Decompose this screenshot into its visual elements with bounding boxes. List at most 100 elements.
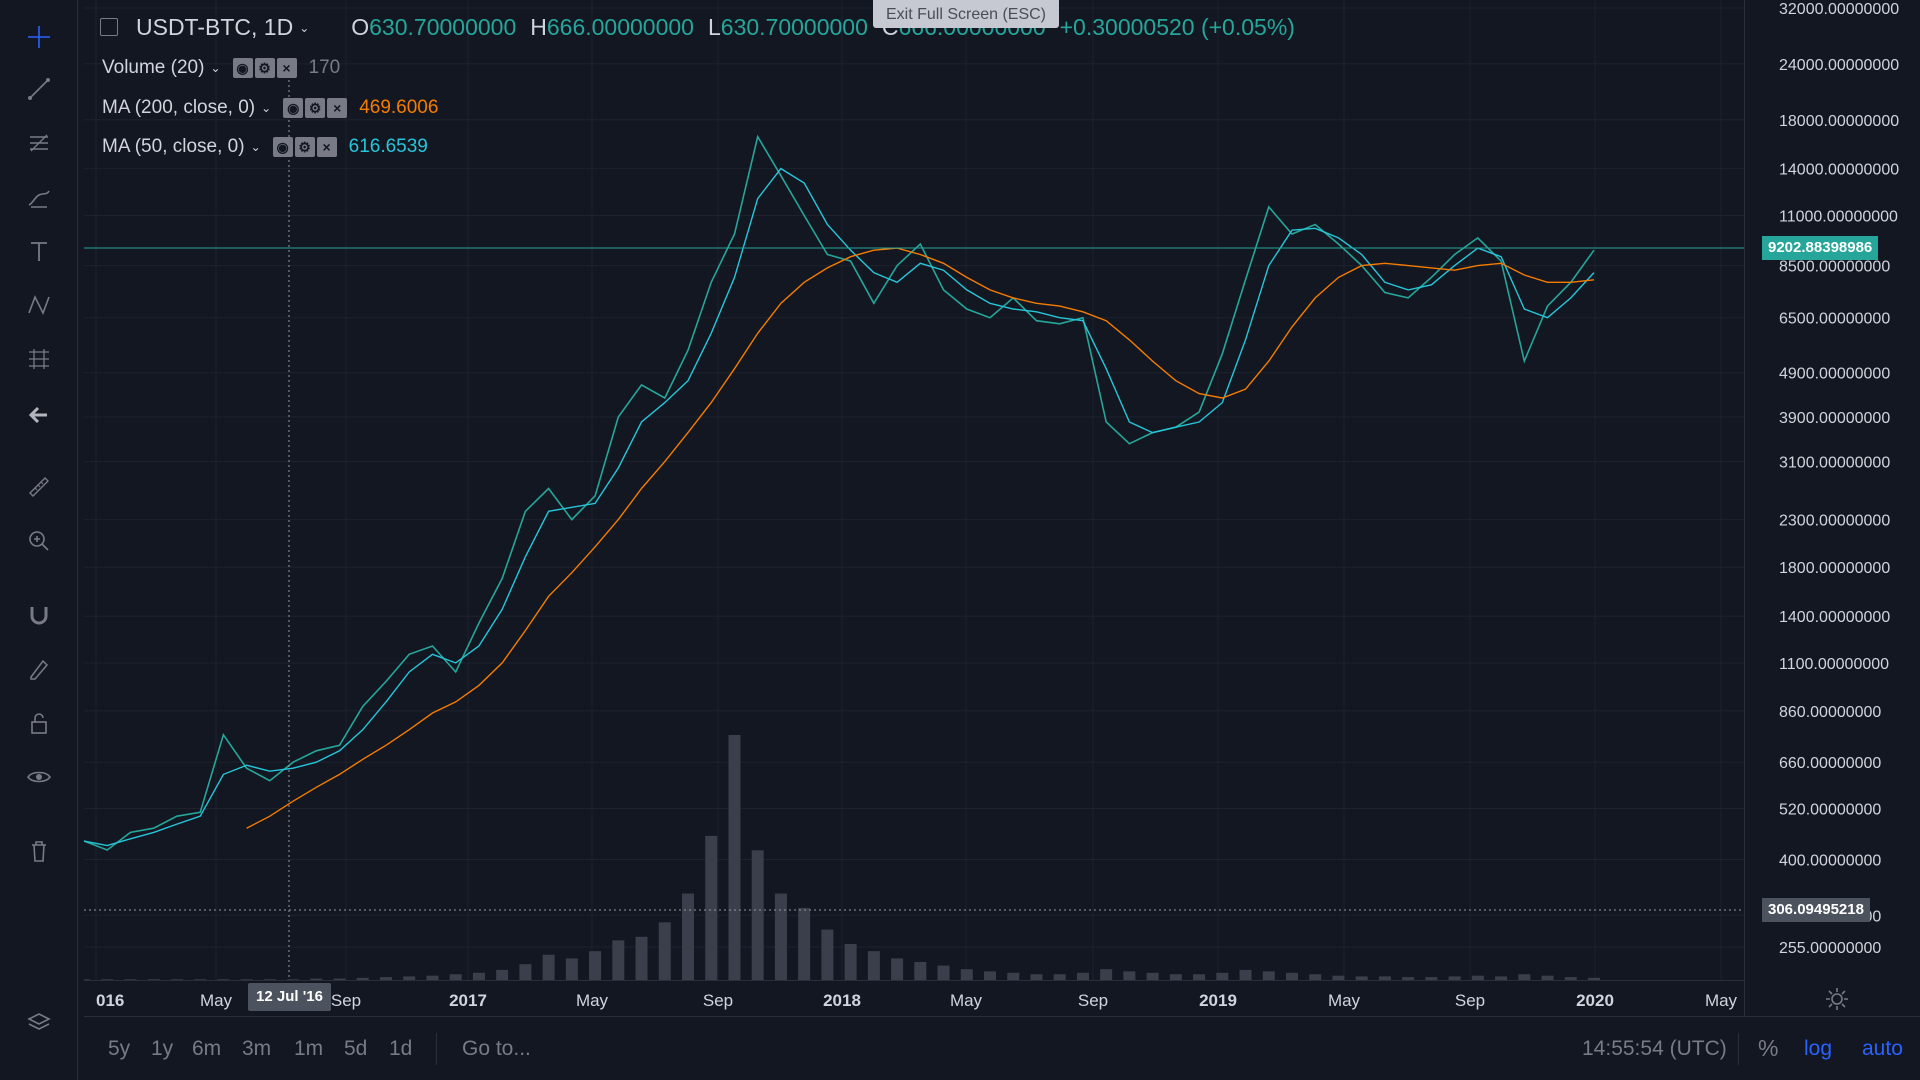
eye-icon[interactable]: ◉ xyxy=(272,137,293,157)
indicator-name[interactable]: Volume (20) xyxy=(102,57,205,78)
gear-icon[interactable]: ⚙ xyxy=(254,58,275,78)
close-icon[interactable]: × xyxy=(316,137,337,157)
volume-bar xyxy=(356,977,369,980)
ruler-icon[interactable] xyxy=(22,470,56,504)
brush-icon[interactable] xyxy=(22,180,56,214)
volume-bar xyxy=(1239,969,1252,980)
price-tick-label: 3900.00000000 xyxy=(1779,410,1890,427)
range-5d-button[interactable]: 5d xyxy=(344,1037,368,1060)
chart-pane[interactable] xyxy=(84,0,1744,980)
percent-scale-button[interactable]: % xyxy=(1758,1035,1779,1061)
collapse-icon[interactable] xyxy=(100,18,118,36)
volume-bar xyxy=(821,929,834,980)
price-tick-label: 11000.00000000 xyxy=(1779,209,1898,226)
volume-bar xyxy=(565,958,578,980)
utc-clock[interactable]: 14:55:54 (UTC) xyxy=(1582,1037,1727,1060)
volume-bar xyxy=(937,965,950,980)
lock-icon[interactable] xyxy=(22,706,56,740)
bottom-toolbar: 5y 1y 6m 3m 1m 5d 1d Go to... 14:55:54 (… xyxy=(84,1016,1920,1080)
volume-bar xyxy=(1169,974,1182,980)
goto-date-button[interactable]: Go to... xyxy=(462,1037,531,1060)
volume-bar xyxy=(194,979,207,980)
volume-bar xyxy=(774,893,787,980)
indicator-volume[interactable]: Volume (20) ⌄ ◉ ⚙ × 170 xyxy=(102,57,340,79)
series-line-1 xyxy=(84,167,1595,847)
chevron-down-icon[interactable]: ⌄ xyxy=(261,101,272,115)
eye-icon[interactable] xyxy=(22,760,56,794)
eye-icon[interactable]: ◉ xyxy=(232,58,253,78)
volume-bar xyxy=(1076,972,1089,980)
time-tick-label: May xyxy=(950,991,983,1010)
pattern-icon[interactable] xyxy=(22,288,56,322)
time-tick-label: Sep xyxy=(1455,991,1485,1010)
range-1y-button[interactable]: 1y xyxy=(151,1037,174,1060)
close-icon[interactable]: × xyxy=(327,98,348,118)
gear-icon[interactable]: ⚙ xyxy=(305,98,326,118)
volume-bar xyxy=(1053,974,1066,980)
close-icon[interactable]: × xyxy=(276,58,297,78)
price-chart[interactable] xyxy=(84,0,1744,980)
time-tick-label: 2020 xyxy=(1576,991,1614,1010)
price-tick-label: 1400.00000000 xyxy=(1779,609,1890,626)
price-tick-label: 3100.00000000 xyxy=(1779,455,1890,472)
volume-bar xyxy=(449,974,462,980)
crosshair-icon[interactable] xyxy=(22,20,56,54)
eye-icon[interactable]: ◉ xyxy=(283,98,304,118)
volume-bar xyxy=(1123,971,1136,980)
chevron-down-icon[interactable]: ⌄ xyxy=(299,20,310,35)
volume-bar xyxy=(1564,977,1577,980)
range-1m-button[interactable]: 1m xyxy=(294,1037,324,1060)
price-tick-label: 6500.00000000 xyxy=(1779,311,1890,328)
chevron-down-icon[interactable]: ⌄ xyxy=(250,140,261,154)
trend-line-icon[interactable] xyxy=(22,72,56,106)
indicator-name[interactable]: MA (50, close, 0) xyxy=(102,136,245,157)
volume-bar xyxy=(263,979,276,980)
indicator-ma50[interactable]: MA (50, close, 0) ⌄ ◉ ⚙ × 616.6539 xyxy=(102,136,428,158)
price-tick-label: 255.00000000 xyxy=(1779,940,1881,957)
price-tick-label: 400.00000000 xyxy=(1779,853,1881,870)
range-3m-button[interactable]: 3m xyxy=(242,1037,272,1060)
volume-bar xyxy=(217,979,230,980)
indicator-ma200[interactable]: MA (200, close, 0) ⌄ ◉ ⚙ × 469.6006 xyxy=(102,97,438,119)
range-6m-button[interactable]: 6m xyxy=(192,1037,222,1060)
time-tick-label: Sep xyxy=(331,991,361,1010)
volume-bar xyxy=(519,964,532,980)
time-tick-label: 2017 xyxy=(449,991,487,1010)
price-tick-label: 14000.00000000 xyxy=(1779,162,1899,179)
layers-icon[interactable] xyxy=(22,1006,56,1040)
time-axis[interactable]: 016 May Sep 2017 May Sep 2018 May Sep 2019 May Sep 2… xyxy=(84,980,1744,1016)
volume-bar xyxy=(960,969,973,980)
range-5y-button[interactable]: 5y xyxy=(108,1037,131,1060)
magnet-icon[interactable] xyxy=(22,598,56,632)
price-tick-label: 520.00000000 xyxy=(1779,802,1881,819)
indicator-name[interactable]: MA (200, close, 0) xyxy=(102,97,256,118)
back-arrow-icon[interactable] xyxy=(22,398,56,432)
indicator-value: 616.6539 xyxy=(348,136,428,157)
price-axis[interactable]: 32000.00000000 24000.00000000 18000.000000… xyxy=(1744,0,1920,1016)
cursor-price-tag: 306.09495218 xyxy=(1762,898,1870,922)
price-tick-label: 660.00000000 xyxy=(1779,755,1881,772)
volume-bar xyxy=(1355,976,1368,980)
symbol-label[interactable]: USDT-BTC, 1D xyxy=(136,14,294,40)
volume-bar xyxy=(589,951,602,980)
exit-fullscreen-hint[interactable]: Exit Full Screen (ESC) xyxy=(873,0,1059,28)
range-1d-button[interactable]: 1d xyxy=(389,1037,413,1060)
lock-drawing-icon[interactable] xyxy=(22,652,56,686)
log-scale-button[interactable]: log xyxy=(1804,1037,1833,1060)
volume-bar xyxy=(1448,976,1461,980)
auto-scale-button[interactable]: auto xyxy=(1862,1037,1903,1060)
zoom-in-icon[interactable] xyxy=(22,524,56,558)
volume-bar xyxy=(542,954,555,980)
gear-icon[interactable]: ⚙ xyxy=(294,137,315,157)
time-tick-label: May xyxy=(1328,991,1361,1010)
divider xyxy=(436,1033,437,1065)
prediction-icon[interactable] xyxy=(22,342,56,376)
time-tick-label: May xyxy=(200,991,233,1010)
trash-icon[interactable] xyxy=(22,834,56,868)
chevron-down-icon[interactable]: ⌄ xyxy=(210,61,221,75)
text-icon[interactable] xyxy=(22,234,56,268)
volume-bar xyxy=(1146,972,1159,980)
fib-retracement-icon[interactable] xyxy=(22,126,56,160)
price-tick-label: 8500.00000000 xyxy=(1779,259,1890,276)
settings-gear-icon[interactable] xyxy=(1824,986,1850,1012)
